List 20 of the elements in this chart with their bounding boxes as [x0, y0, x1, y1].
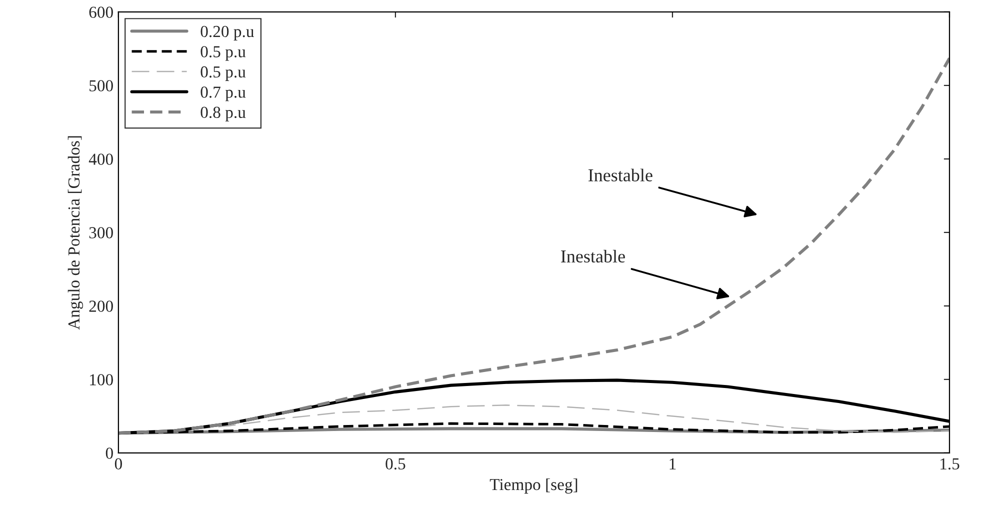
- legend-label: 0.7 p.u: [200, 86, 246, 102]
- x-axis-title: Tiempo [seg]: [490, 478, 578, 494]
- legend-label: 0.8 p.u: [200, 106, 246, 122]
- annotation: Inestable: [588, 168, 652, 182]
- y-tick-label: 200: [89, 300, 113, 312]
- y-tick-label: 0: [106, 448, 113, 459]
- y-tick-label: 600: [89, 6, 113, 18]
- legend-label: 0.5 p.u: [200, 46, 246, 61]
- annotation: Inestable: [561, 250, 625, 263]
- legend-label: 0.20 p.u: [200, 26, 254, 41]
- y-tick-label: 500: [90, 80, 113, 92]
- x-tick-label: 1.5: [940, 458, 960, 470]
- x-tick-label: 1: [670, 458, 676, 470]
- y-tick-label: 300: [89, 227, 113, 238]
- x-tick-label: 0: [114, 458, 122, 470]
- y-tick-label: 400: [88, 154, 113, 165]
- y-axis-title: Angulo de Potencia [Grados]: [68, 136, 84, 330]
- y-tick-label: 100: [90, 374, 113, 386]
- legend-label: 0.5 p.u: [200, 66, 246, 81]
- x-tick-label: 0.5: [386, 458, 406, 470]
